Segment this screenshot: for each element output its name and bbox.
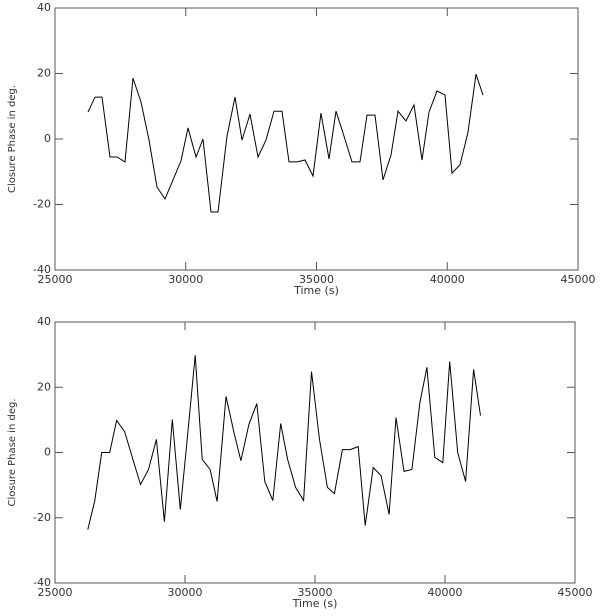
y-tick-label: -20 (33, 198, 51, 211)
y-tick-label: -40 (33, 263, 51, 276)
x-tick-label: 45000 (558, 586, 593, 599)
y-tick-label: 20 (37, 67, 51, 80)
plot-frame (54, 7, 579, 271)
data-line (87, 74, 484, 213)
x-tick-label: 40000 (428, 586, 463, 599)
y-tick-label: 0 (44, 446, 51, 459)
x-tick-label: 35000 (299, 273, 334, 286)
y-tick-label: 0 (44, 132, 51, 145)
x-tick-label: 40000 (430, 273, 465, 286)
x-tick-label: 45000 (561, 273, 596, 286)
y-tick-label: 20 (37, 380, 51, 393)
y-axis-label: Closure Phase in deg. (7, 398, 18, 506)
data-line (87, 355, 481, 530)
x-tick-label: 30000 (168, 273, 203, 286)
x-tick-label: 25000 (38, 586, 73, 599)
x-tick-label: 35000 (298, 586, 333, 599)
y-tick-label: -20 (33, 511, 51, 524)
y-axis-label: Closure Phase in deg. (7, 85, 18, 193)
plot-frame (54, 321, 576, 584)
x-tick-label: 30000 (168, 586, 203, 599)
x-axis-label: Time (s) (293, 284, 339, 297)
y-tick-label: 40 (37, 1, 51, 14)
x-tick-label: 25000 (38, 273, 73, 286)
x-axis-label: Time (s) (292, 597, 338, 610)
y-tick-label: 40 (37, 315, 51, 328)
y-tick-label: -40 (33, 576, 51, 589)
